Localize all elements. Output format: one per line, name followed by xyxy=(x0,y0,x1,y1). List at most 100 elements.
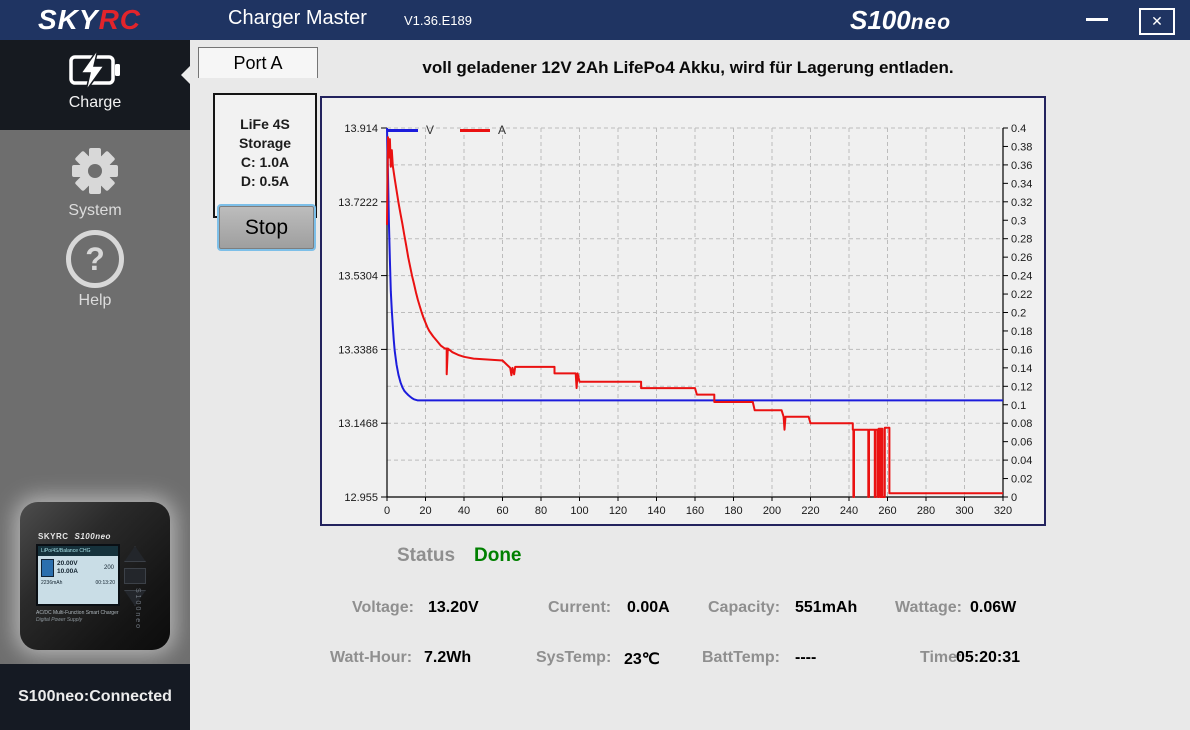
device-up-button xyxy=(124,546,146,562)
watthour-label: Watt-Hour: xyxy=(330,649,413,666)
logo-sky-text: SKY xyxy=(38,4,99,35)
task-heading: voll geladener 12V 2Ah LifePo4 Akku, wir… xyxy=(422,58,954,77)
capacity-value: 551mAh xyxy=(795,599,858,616)
model-main-text: S100 xyxy=(850,5,911,35)
svg-text:0.02: 0.02 xyxy=(1011,474,1032,486)
svg-text:260: 260 xyxy=(878,505,896,517)
watthour-value: 7.2Wh xyxy=(424,649,472,666)
question-icon: ? xyxy=(66,230,124,288)
status-label: Status xyxy=(397,545,456,566)
device-brand-text: SKYRC xyxy=(38,532,69,541)
connection-status-bar: S100neo:Connected xyxy=(0,664,190,730)
sidebar-item-help[interactable]: ? Help xyxy=(0,230,190,310)
svg-text:0.1: 0.1 xyxy=(1011,400,1026,412)
gear-icon xyxy=(0,145,190,202)
app-title: Charger Master xyxy=(228,7,367,29)
minimize-icon[interactable] xyxy=(1086,18,1108,21)
svg-text:0.18: 0.18 xyxy=(1011,326,1032,338)
device-battery-icon xyxy=(41,559,54,577)
chart-canvas: 13.914 13.7222 13.5304 13.3386 13.1468 12.955… xyxy=(338,123,1032,517)
svg-text:300: 300 xyxy=(955,505,973,517)
svg-text:0.28: 0.28 xyxy=(1011,234,1032,246)
sidebar-item-charge[interactable]: Charge xyxy=(0,40,190,130)
svg-text:80: 80 xyxy=(535,505,547,517)
device-buttons xyxy=(124,546,146,606)
svg-text:13.3386: 13.3386 xyxy=(338,344,378,356)
svg-text:160: 160 xyxy=(686,505,704,517)
legend-a-label: A xyxy=(498,123,507,137)
systemp-label: SysTemp: xyxy=(536,649,612,666)
time-value: 05:20:31 xyxy=(956,649,1021,666)
svg-text:220: 220 xyxy=(801,505,819,517)
active-tab-notch xyxy=(181,66,190,84)
device-screen-time: 00:13:20 xyxy=(95,580,115,586)
device-caption2: Digital Power Supply xyxy=(36,617,83,623)
voltage-label: Voltage: xyxy=(352,599,414,616)
profile-discharge-current: D: 0.5A xyxy=(240,173,290,189)
device-screen-header: LiPo/4S/Balance CHG xyxy=(38,546,118,556)
svg-text:0.3: 0.3 xyxy=(1011,215,1026,227)
svg-text:0: 0 xyxy=(384,505,390,517)
profile-charge-current: C: 1.0A xyxy=(240,154,290,170)
device-screen-amp: 10.00A xyxy=(57,568,78,575)
svg-text:0.4: 0.4 xyxy=(1011,123,1026,135)
svg-text:13.7222: 13.7222 xyxy=(338,197,378,209)
wattage-label: Wattage: xyxy=(895,599,962,616)
stop-button[interactable]: Stop xyxy=(217,204,316,251)
svg-text:0.2: 0.2 xyxy=(1011,308,1026,320)
svg-text:0.04: 0.04 xyxy=(1011,455,1032,467)
device-brand: SKYRC S100neo xyxy=(38,532,111,541)
app-version: V1.36.E189 xyxy=(404,13,472,28)
device-screen-mah: 2236mAh xyxy=(41,580,63,586)
svg-text:0.22: 0.22 xyxy=(1011,289,1032,301)
svg-text:320: 320 xyxy=(994,505,1012,517)
current-value: 0.00A xyxy=(627,599,670,616)
sidebar: Charge System ? Help xyxy=(0,40,190,730)
svg-text:120: 120 xyxy=(609,505,627,517)
svg-text:0.14: 0.14 xyxy=(1011,363,1032,375)
chart: 13.914 13.7222 13.5304 13.3386 13.1468 12.955… xyxy=(320,96,1046,526)
svg-text:0.38: 0.38 xyxy=(1011,141,1032,153)
svg-text:0.16: 0.16 xyxy=(1011,344,1032,356)
profile-mode: Storage xyxy=(238,135,292,151)
current-label: Current: xyxy=(548,599,612,616)
svg-text:20: 20 xyxy=(419,505,431,517)
svg-text:140: 140 xyxy=(647,505,665,517)
connection-status-text: S100neo:Connected xyxy=(18,688,172,705)
question-glyph: ? xyxy=(85,240,105,277)
device-screen-volt: 20.00V xyxy=(57,560,78,567)
legend-v-label: V xyxy=(426,123,435,137)
tab-port-a[interactable]: Port A xyxy=(198,47,318,78)
svg-text:12.955: 12.955 xyxy=(344,492,378,504)
batttemp-value: ---- xyxy=(795,649,817,666)
svg-text:0.06: 0.06 xyxy=(1011,437,1032,449)
legend-a-line xyxy=(460,128,491,132)
svg-text:0.36: 0.36 xyxy=(1011,160,1032,172)
sidebar-item-label: Charge xyxy=(68,94,122,111)
systemp-value: 23℃ xyxy=(624,651,660,668)
device-screen: LiPo/4S/Balance CHG 20.00V 10.00A 200 22… xyxy=(36,544,120,606)
svg-text:40: 40 xyxy=(458,505,470,517)
wattage-value: 0.06W xyxy=(970,599,1017,616)
svg-text:13.1468: 13.1468 xyxy=(338,418,378,430)
svg-text:0.26: 0.26 xyxy=(1011,252,1032,264)
logo-rc-text: RC xyxy=(98,4,142,35)
model-sub-text: neo xyxy=(910,11,952,34)
charge-profile-box: LiFe 4S Storage C: 1.0A D: 0.5A xyxy=(213,93,317,218)
svg-text:0.08: 0.08 xyxy=(1011,418,1032,430)
svg-text:280: 280 xyxy=(917,505,935,517)
svg-text:100: 100 xyxy=(570,505,588,517)
series-A xyxy=(386,136,1003,498)
device-screen-cell: 200 xyxy=(103,565,114,571)
batttemp-label: BattTemp: xyxy=(702,649,780,666)
svg-text:0.12: 0.12 xyxy=(1011,381,1032,393)
skyrc-logo: SKYRC xyxy=(38,4,141,36)
svg-text:0.24: 0.24 xyxy=(1011,271,1032,283)
capacity-label: Capacity: xyxy=(708,599,781,616)
svg-text:0.34: 0.34 xyxy=(1011,178,1032,190)
close-icon[interactable]: ✕ xyxy=(1139,8,1175,35)
sidebar-item-system[interactable]: System xyxy=(0,145,190,220)
device-ok-button xyxy=(124,568,146,584)
sidebar-item-label: Help xyxy=(78,292,112,309)
